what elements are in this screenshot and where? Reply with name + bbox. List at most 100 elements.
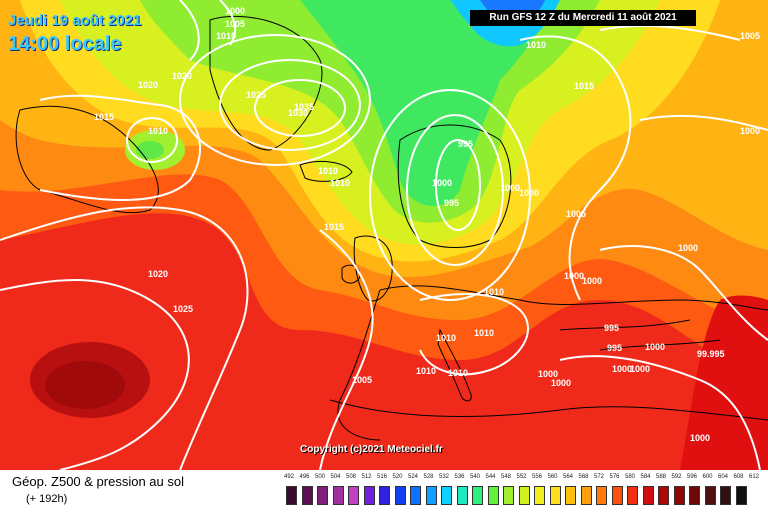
isobars bbox=[0, 0, 768, 470]
isobar-label: 1005 bbox=[352, 375, 372, 385]
isobar-label: 1015 bbox=[324, 222, 344, 232]
legend-swatch bbox=[441, 486, 452, 505]
legend-tick-label: 508 bbox=[346, 474, 357, 480]
legend-tick-label: 588 bbox=[656, 474, 667, 480]
field-544 bbox=[300, 0, 560, 207]
isobar-label: 1015 bbox=[574, 81, 594, 91]
isobar-label: 1000 bbox=[630, 364, 650, 374]
isobar-label: 1000 bbox=[519, 188, 539, 198]
legend-swatch bbox=[580, 486, 592, 505]
isobar-1035 bbox=[254, 79, 346, 137]
isobar-label: 99.995 bbox=[697, 349, 725, 359]
isobar-1025-atlantic bbox=[0, 279, 190, 470]
legend-swatch bbox=[317, 486, 328, 505]
legend-tick-label: 496 bbox=[299, 474, 310, 480]
isobar-label: 1010 bbox=[526, 40, 546, 50]
legend-tick-label: 560 bbox=[547, 474, 558, 480]
isobar-label: 1000 bbox=[690, 433, 710, 443]
legend-swatch bbox=[394, 486, 406, 505]
legend-tick-label: 500 bbox=[315, 474, 326, 480]
isobar-label: 1005 bbox=[740, 31, 760, 41]
legend-swatch bbox=[472, 486, 483, 505]
legend-swatch bbox=[627, 486, 638, 505]
isobar-label: 1010 bbox=[436, 333, 456, 343]
isobar-label: 1020 bbox=[148, 269, 168, 279]
britain-coast bbox=[353, 235, 393, 302]
isobar-1010-central bbox=[419, 293, 530, 376]
isobar-label: 1000 bbox=[551, 378, 571, 388]
legend-tick-label: 548 bbox=[501, 474, 512, 480]
italy-coast bbox=[437, 328, 472, 402]
legend-tick-label: 564 bbox=[563, 474, 574, 480]
legend-tick-label: 572 bbox=[594, 474, 605, 480]
legend-swatch bbox=[503, 486, 514, 505]
isobar-label: 1000 bbox=[500, 183, 520, 193]
isobar-label: 1000 bbox=[432, 178, 452, 188]
legend-swatch bbox=[673, 486, 685, 505]
isobar-label: 1015 bbox=[94, 112, 114, 122]
isobar-1000 bbox=[406, 114, 504, 266]
isobar-label: 1005 bbox=[225, 19, 245, 29]
legend-swatch bbox=[565, 486, 576, 505]
europe-coast bbox=[337, 285, 768, 441]
legend-swatch bbox=[379, 486, 390, 505]
isobar-1010-north bbox=[519, 35, 632, 301]
geopotential-field: 1000 1005 1010 1020 1020 1025 1015 1010 10351030… bbox=[0, 0, 768, 470]
legend-tick-label: 536 bbox=[454, 474, 465, 480]
isobar-label-layer: 1000 1005 1010 1020 1020 1025 1015 1010 10351030… bbox=[94, 6, 760, 443]
iceland-coast bbox=[299, 161, 353, 182]
isobar-label: 1010 bbox=[474, 328, 494, 338]
legend-swatch bbox=[487, 486, 499, 505]
legend-tick-label: 540 bbox=[470, 474, 481, 480]
weather-map: 1000 1005 1010 1020 1020 1025 1015 1010 1035 1030… bbox=[0, 0, 768, 470]
isobar-1015-europe bbox=[319, 229, 374, 470]
isobar-label: 1000 bbox=[538, 369, 558, 379]
legend-swatch bbox=[549, 486, 561, 505]
isobar-label: 1010 bbox=[484, 287, 504, 297]
legend-tick-label: 552 bbox=[516, 474, 527, 480]
forecast-time: 14:00 locale bbox=[8, 33, 122, 55]
legend-tick-label: 528 bbox=[423, 474, 434, 480]
legend-tick-label: 512 bbox=[361, 474, 372, 480]
isobar-label: 1000 bbox=[225, 6, 245, 16]
legend-tick-label: 592 bbox=[671, 474, 682, 480]
isobar-label: 1000 bbox=[582, 276, 602, 286]
legend-tick-label: 612 bbox=[749, 474, 760, 480]
legend-tick-label: 604 bbox=[718, 474, 729, 480]
isobar-label: 1020 bbox=[138, 80, 158, 90]
legend-swatch bbox=[689, 486, 700, 505]
isobar-label: 1010 bbox=[216, 31, 236, 41]
legend-swatch bbox=[332, 486, 344, 505]
map-footer: Géop. Z500 & pression au sol (+ 192h) 49… bbox=[0, 470, 768, 512]
legend-tick-label: 524 bbox=[408, 474, 419, 480]
legend-swatch bbox=[704, 486, 716, 505]
isobar-1015-west bbox=[39, 94, 201, 201]
legend-tick-label: 504 bbox=[330, 474, 341, 480]
isobar-label: 1010 bbox=[330, 178, 350, 188]
coastlines bbox=[15, 15, 768, 441]
legend-swatch bbox=[518, 486, 530, 505]
legend-swatch bbox=[348, 486, 359, 505]
legend-swatch bbox=[301, 486, 313, 505]
isobar-1025 bbox=[179, 34, 371, 166]
isobar-label: 1030 bbox=[288, 108, 308, 118]
legend-swatch bbox=[534, 486, 545, 505]
legend-tick-label: 580 bbox=[625, 474, 636, 480]
canada-coast bbox=[15, 105, 159, 214]
forecast-date: Jeudi 19 août 2021 bbox=[8, 12, 142, 29]
greenland-coast bbox=[209, 15, 323, 151]
legend-tick-label: 600 bbox=[702, 474, 713, 480]
isobar-1020-atlantic bbox=[0, 206, 249, 470]
legend-tick-label: 520 bbox=[392, 474, 403, 480]
forecast-range: (+ 192h) bbox=[26, 493, 68, 505]
isobar-label: 1005 bbox=[566, 209, 586, 219]
isobar-label: 1000 bbox=[564, 271, 584, 281]
legend-swatch bbox=[456, 486, 468, 505]
isobar-label: 995 bbox=[604, 323, 619, 333]
isobar-label: 1035 bbox=[294, 102, 314, 112]
legend-tick-label: 544 bbox=[485, 474, 496, 480]
isobar-label: 1000 bbox=[612, 364, 632, 374]
field-low-labrador-core bbox=[136, 141, 164, 159]
isobar-label: 1010 bbox=[448, 368, 468, 378]
legend-swatch bbox=[658, 486, 669, 505]
